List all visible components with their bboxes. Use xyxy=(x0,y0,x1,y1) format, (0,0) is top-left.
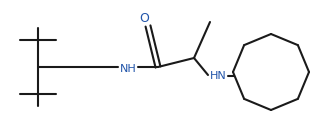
Text: HN: HN xyxy=(210,71,226,81)
Text: O: O xyxy=(139,12,149,25)
Text: NH: NH xyxy=(120,64,137,74)
